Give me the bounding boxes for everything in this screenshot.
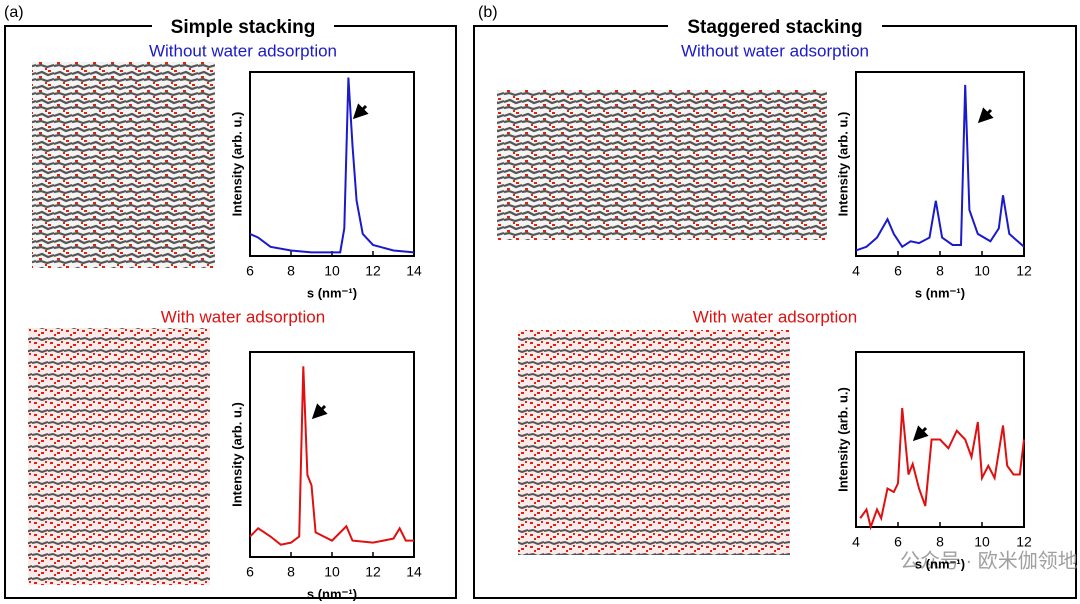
molecular-image	[32, 62, 215, 268]
data-line	[249, 77, 415, 254]
x-axis-label: s (nm⁻¹)	[915, 556, 965, 571]
subtitle: Without water adsorption	[681, 41, 869, 60]
x-tick-label: 10	[974, 534, 990, 550]
x-axis-label: s (nm⁻¹)	[307, 586, 357, 601]
data-line	[855, 84, 1025, 252]
molecular-image	[28, 328, 210, 585]
y-axis-label: Intensity (arb. u.)	[835, 112, 850, 217]
y-axis-label: Intensity (arb. u.)	[229, 112, 244, 217]
x-tick-label: 6	[246, 564, 254, 580]
arrow	[912, 425, 929, 442]
molecular-image	[497, 90, 827, 240]
x-tick-label: 14	[406, 263, 422, 279]
x-tick-label: 4	[852, 263, 860, 279]
plot-frame	[249, 71, 415, 257]
x-tick-label: 12	[1016, 534, 1032, 550]
x-tick-label: 10	[324, 564, 340, 580]
x-tick-label: 4	[852, 534, 860, 550]
x-tick-label: 8	[287, 263, 295, 279]
arrow	[977, 107, 994, 124]
x-tick-label: 8	[287, 564, 295, 580]
y-axis-label: Intensity (arb. u.)	[835, 387, 850, 492]
x-tick-label: 10	[324, 263, 340, 279]
data-line	[859, 407, 1025, 531]
molecular-image	[518, 330, 790, 555]
x-axis-label: s (nm⁻¹)	[915, 285, 965, 300]
plot-frame	[249, 351, 415, 558]
x-axis-label: s (nm⁻¹)	[307, 285, 357, 300]
x-tick-label: 12	[1016, 263, 1032, 279]
subtitle: With water adsorption	[693, 307, 857, 326]
x-tick-label: 6	[894, 263, 902, 279]
x-tick-label: 10	[974, 263, 990, 279]
title-backdrop	[152, 16, 334, 38]
y-axis-label: Intensity (arb. u.)	[229, 402, 244, 507]
panel-title: Staggered stacking	[687, 17, 862, 38]
data-line	[249, 366, 414, 546]
panel-label: (b)	[478, 4, 498, 21]
x-tick-label: 6	[894, 534, 902, 550]
watermark: 公众号 · 欧米伽领地	[900, 549, 1078, 572]
x-tick-label: 14	[406, 564, 422, 580]
panel-title: Simple stacking	[171, 17, 316, 38]
arrow	[352, 103, 369, 120]
x-tick-label: 8	[936, 263, 944, 279]
x-tick-label: 12	[365, 263, 381, 279]
x-tick-label: 8	[936, 534, 944, 550]
subtitle: Without water adsorption	[149, 41, 337, 60]
x-tick-label: 12	[365, 564, 381, 580]
x-tick-label: 6	[246, 263, 254, 279]
panel-label: (a)	[4, 4, 24, 21]
title-backdrop	[668, 16, 882, 38]
subtitle: With water adsorption	[161, 307, 325, 326]
arrow	[311, 403, 328, 420]
